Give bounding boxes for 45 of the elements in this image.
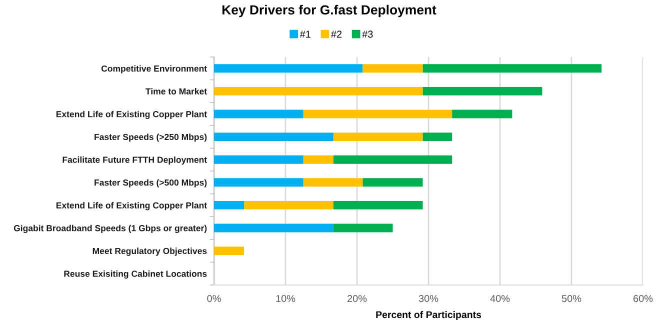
x-tick-label: 40% (490, 294, 510, 302)
bar (333, 132, 423, 142)
bar (333, 155, 452, 164)
bar (214, 246, 244, 256)
y-tick-label: Extend Life of Existing Copper Plant (56, 202, 207, 210)
y-tick-label: Faster Speeds (>250 Mbps) (94, 134, 207, 142)
x-tick-label: 20% (347, 294, 367, 302)
bar (214, 178, 304, 187)
bar (214, 200, 244, 210)
x-axis-title: Percent of Participants (376, 310, 482, 320)
bar (362, 64, 423, 73)
legend-label: #3 (362, 30, 373, 38)
bar (214, 224, 334, 232)
bar (422, 132, 452, 142)
bar (214, 155, 304, 164)
legend-label: #1 (300, 30, 310, 38)
bar (422, 86, 542, 96)
x-tick-label: 0% (207, 294, 221, 302)
bar (214, 110, 304, 118)
bar (244, 200, 334, 210)
y-tick-label: Reuse Exisiting Cabinet Locations (64, 270, 207, 279)
bar (214, 64, 363, 73)
x-tick-label: 10% (276, 294, 296, 302)
bar (303, 178, 363, 187)
y-tick-label: Facilitate Future FTTH Deployment (62, 156, 207, 165)
y-tick-label: Extend Life of Existing Copper Plant (56, 110, 207, 120)
bar (333, 200, 423, 210)
y-tick-label: Competitive Environment (101, 65, 207, 74)
bar (214, 132, 334, 142)
x-tick-label: 50% (562, 294, 582, 302)
legend-label: #2 (330, 30, 342, 38)
bar (333, 224, 393, 232)
bar (303, 110, 452, 118)
y-tick-label: Gigabit Broadband Speeds (1 Gbps or greater) (14, 224, 207, 234)
y-tick-label: Time to Market (146, 88, 207, 94)
bar (214, 86, 423, 96)
bar (362, 178, 423, 187)
bar (452, 110, 512, 118)
y-tick-label: Meet Regulatory Objectives (92, 248, 207, 256)
x-tick-label: 30% (418, 294, 438, 302)
bar (422, 64, 602, 73)
y-tick-label: Faster Speeds (>500 Mbps) (94, 179, 207, 188)
x-tick-label: 60% (634, 294, 653, 302)
chart-title: Key Drivers for G.fast Deployment (222, 4, 436, 18)
bar (303, 155, 334, 164)
